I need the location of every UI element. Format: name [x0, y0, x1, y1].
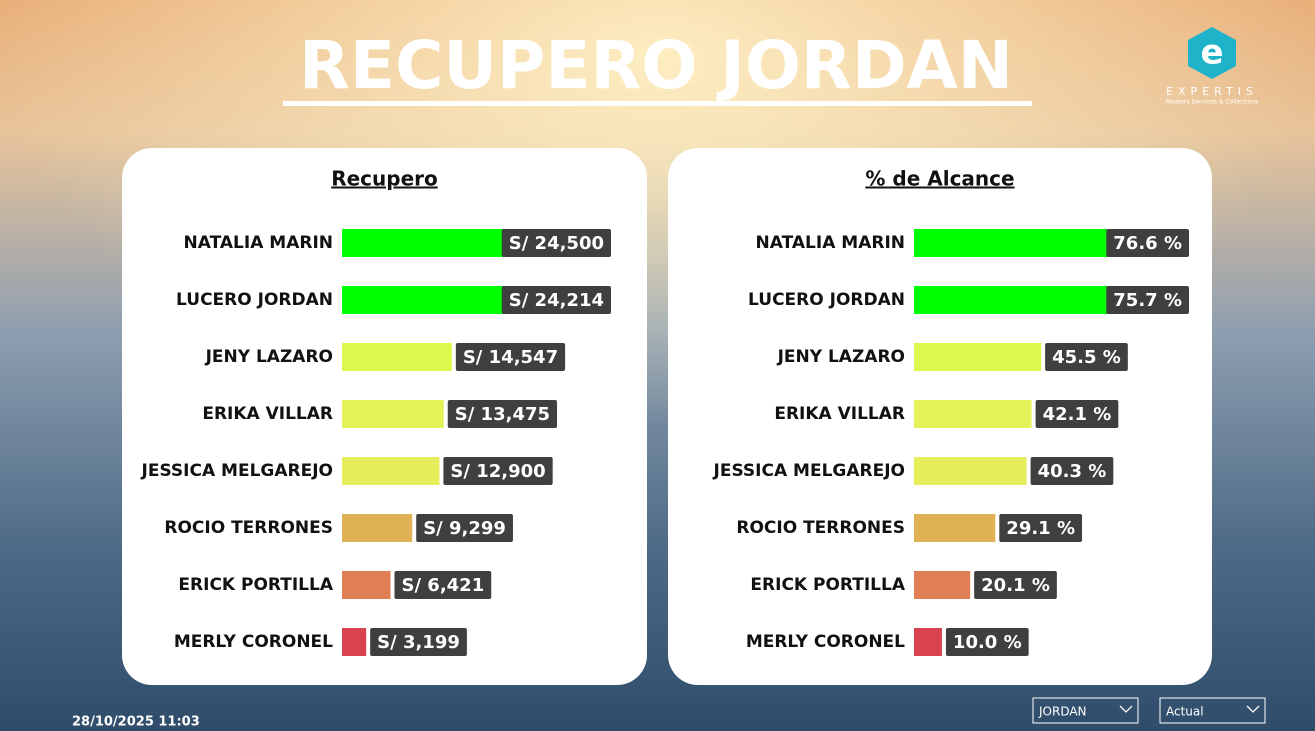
- dropdown-label[interactable]: Actual: [1166, 705, 1204, 719]
- logo-tagline: Mastery Services & Collections: [1166, 99, 1259, 106]
- bar: [914, 286, 1126, 314]
- dropdown[interactable]: JORDAN: [1032, 697, 1139, 724]
- timestamp: 28/10/2025 11:03: [72, 715, 200, 730]
- value-label-box: [1030, 457, 1114, 485]
- value-label-box: [1035, 400, 1119, 428]
- value-label: S/ 12,900: [450, 461, 545, 482]
- value-label: S/ 24,500: [509, 233, 604, 254]
- dropdown-label[interactable]: JORDAN: [1038, 705, 1087, 719]
- value-label: 10.0 %: [953, 632, 1022, 653]
- value-label-box: [1106, 229, 1189, 257]
- bar: [342, 514, 413, 542]
- dropdown[interactable]: Actual: [1159, 697, 1266, 724]
- dropdown-box[interactable]: [1159, 697, 1266, 724]
- value-label: S/ 9,299: [423, 518, 506, 539]
- value-label: 75.7 %: [1113, 290, 1182, 311]
- category-label: JENY LAZARO: [777, 347, 905, 367]
- dropdown-chevron[interactable]: [1119, 705, 1133, 713]
- category-label: NATALIA MARIN: [184, 233, 333, 253]
- bar: [914, 229, 1128, 257]
- category-label: ERICK PORTILLA: [750, 575, 905, 595]
- category-label: ERIKA VILLAR: [202, 404, 333, 424]
- value-label-box: [455, 343, 566, 371]
- value-label: S/ 24,214: [509, 290, 604, 311]
- dropdown-box[interactable]: [1032, 697, 1139, 724]
- category-label: ROCIO TERRONES: [736, 518, 905, 538]
- chart-title: Recupero: [331, 167, 438, 191]
- value-label: S/ 3,199: [377, 632, 460, 653]
- bar: [342, 457, 440, 485]
- logo-hexagon: [1188, 27, 1236, 79]
- bar: [914, 343, 1042, 371]
- value-label-box: [974, 571, 1057, 599]
- value-label-box: [501, 286, 611, 314]
- category-label: ROCIO TERRONES: [164, 518, 333, 538]
- page-title: RECUPERO JORDAN: [299, 27, 1013, 104]
- value-label: S/ 14,547: [463, 347, 558, 368]
- value-label-box: [501, 229, 611, 257]
- bar: [914, 571, 971, 599]
- category-label: MERLY CORONEL: [174, 632, 333, 652]
- bar: [914, 400, 1032, 428]
- value-label-box: [999, 514, 1083, 542]
- value-label-box: [394, 571, 492, 599]
- bar: [914, 457, 1027, 485]
- category-label: JENY LAZARO: [205, 347, 333, 367]
- value-label: S/ 13,475: [455, 404, 550, 425]
- category-label: MERLY CORONEL: [746, 632, 905, 652]
- value-label: S/ 6,421: [401, 575, 484, 596]
- bar: [342, 628, 367, 656]
- title-underline: [283, 101, 1032, 106]
- category-label: LUCERO JORDAN: [748, 290, 905, 310]
- value-label: 76.6 %: [1113, 233, 1182, 254]
- category-label: ERICK PORTILLA: [178, 575, 333, 595]
- bar-chart: Recupero NATALIA MARIN S/ 24,500 LUCERO JOR…: [122, 148, 647, 685]
- bar: [342, 229, 527, 257]
- value-label: 40.3 %: [1038, 461, 1107, 482]
- value-label-box: [1045, 343, 1128, 371]
- bar: [342, 400, 444, 428]
- logo-letter: e: [1200, 33, 1223, 73]
- value-label-box: [945, 628, 1029, 656]
- value-label: 45.5 %: [1052, 347, 1121, 368]
- category-label: ERIKA VILLAR: [774, 404, 905, 424]
- bar: [342, 571, 391, 599]
- value-label: 20.1 %: [981, 575, 1050, 596]
- value-label-box: [416, 514, 513, 542]
- logo-brand: EXPERTIS: [1166, 85, 1258, 98]
- dropdown-chevron[interactable]: [1246, 705, 1260, 713]
- chart-title: % de Alcance: [865, 167, 1014, 191]
- bar: [342, 343, 452, 371]
- category-label: LUCERO JORDAN: [176, 290, 333, 310]
- logo: e EXPERTIS Mastery Services & Collection…: [1166, 27, 1259, 106]
- value-label-box: [443, 457, 553, 485]
- value-label: 29.1 %: [1006, 518, 1075, 539]
- bar: [914, 628, 942, 656]
- value-label-box: [370, 628, 467, 656]
- category-label: JESSICA MELGAREJO: [713, 461, 906, 481]
- value-label-box: [447, 400, 558, 428]
- bar: [914, 514, 996, 542]
- category-label: JESSICA MELGAREJO: [141, 461, 334, 481]
- bar-chart: % de Alcance NATALIA MARIN 76.6 % LUCERO JO…: [668, 148, 1212, 685]
- value-label: 42.1 %: [1043, 404, 1112, 425]
- value-label-box: [1106, 286, 1189, 314]
- bar: [342, 286, 525, 314]
- category-label: NATALIA MARIN: [756, 233, 905, 253]
